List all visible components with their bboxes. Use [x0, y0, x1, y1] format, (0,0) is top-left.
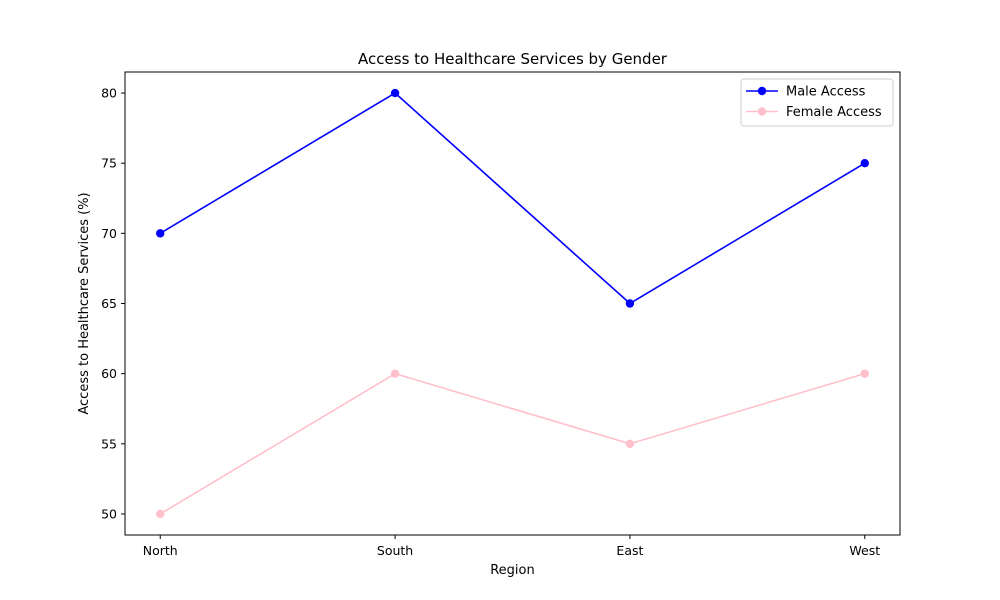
data-point-male-access [390, 88, 400, 98]
legend: Male Access Female Access [740, 78, 894, 127]
legend-marker-male-access [757, 86, 767, 96]
x-tick-label: North [143, 543, 178, 558]
x-axis: North South East West [143, 535, 880, 558]
data-point-female-access [390, 369, 400, 378]
legend-box [740, 78, 894, 127]
y-tick-label: 80 [101, 86, 117, 101]
x-tick-label: West [849, 543, 880, 558]
series-female-access [156, 369, 869, 519]
data-point-male-access [625, 299, 635, 308]
y-axis: 50 55 60 65 70 75 80 [101, 86, 125, 521]
y-tick-label: 70 [101, 226, 117, 241]
y-tick-label: 55 [101, 436, 117, 451]
y-tick-label: 60 [101, 366, 117, 381]
legend-marker-female-access [757, 107, 767, 116]
y-tick-label: 65 [101, 296, 117, 311]
chart-title: Access to Healthcare Services by Gender [358, 50, 668, 68]
x-tick-label: East [616, 543, 643, 558]
data-point-male-access [156, 229, 165, 238]
data-point-male-access [860, 158, 869, 168]
data-point-female-access [625, 439, 635, 449]
x-axis-label: Region [490, 563, 535, 578]
series-layer [156, 88, 869, 519]
y-tick-label: 75 [101, 156, 117, 171]
data-point-female-access [860, 369, 869, 378]
series-male-access [156, 88, 869, 308]
y-axis-label: Access to Healthcare Services (%) [77, 192, 92, 414]
y-tick-label: 50 [101, 506, 117, 521]
series-line-female-access [159, 372, 866, 515]
series-line-male-access [159, 92, 866, 305]
x-tick-label: South [377, 543, 413, 558]
legend-label-male-access: Male Access [786, 85, 866, 100]
data-point-female-access [156, 509, 165, 519]
legend-label-female-access: Female Access [786, 105, 882, 120]
